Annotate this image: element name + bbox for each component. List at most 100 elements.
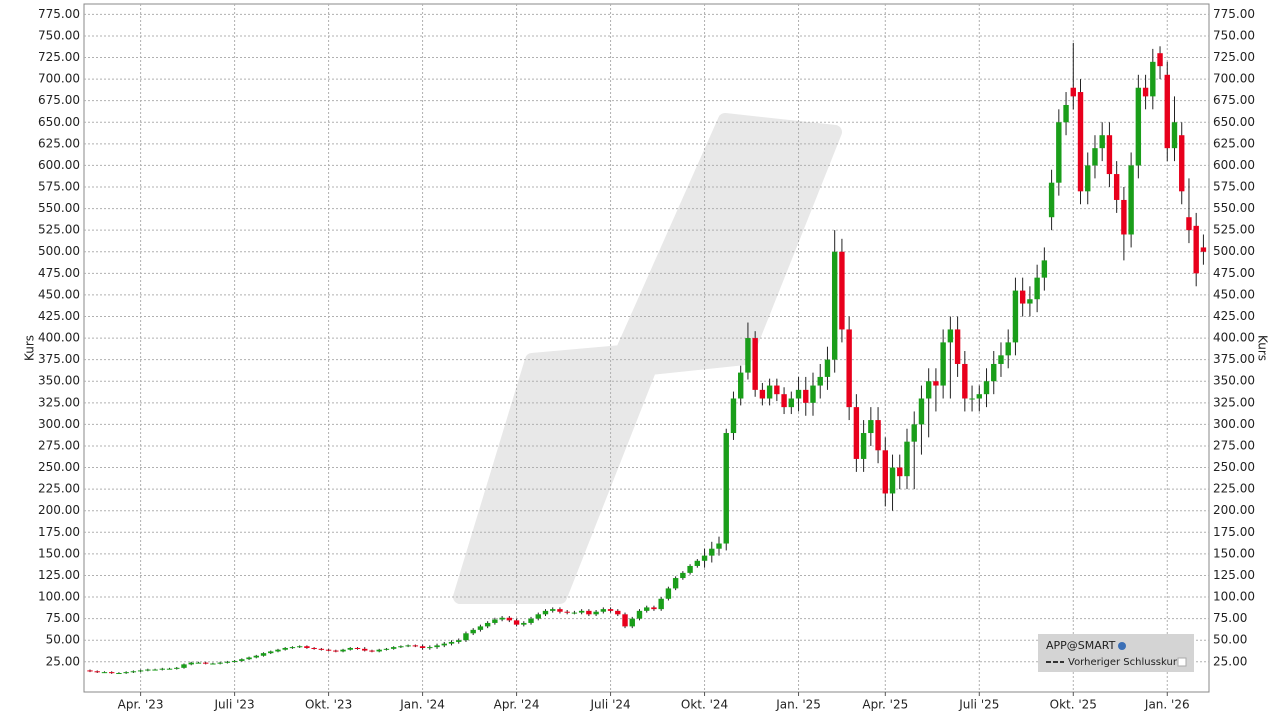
candle-body xyxy=(795,389,802,399)
y2-tick-label: 425.00 xyxy=(1213,309,1255,323)
y2-tick-label: 350.00 xyxy=(1213,374,1255,388)
candle-body xyxy=(578,610,585,613)
candle-body xyxy=(1005,342,1011,356)
candle-body xyxy=(593,611,599,615)
candle-body xyxy=(571,612,578,614)
candle-body xyxy=(644,607,650,611)
candle-body xyxy=(1171,122,1178,149)
candle-body xyxy=(1200,247,1207,252)
watermark xyxy=(453,113,842,604)
candle-body xyxy=(188,662,194,665)
candle-body xyxy=(1113,174,1120,200)
y2-tick-label: 550.00 xyxy=(1213,201,1255,215)
x-tick-label: Juli '24 xyxy=(589,698,630,712)
y-tick-label: 650.00 xyxy=(38,115,80,129)
candle-body xyxy=(998,355,1004,364)
candle-body xyxy=(1150,61,1156,97)
y-tick-label: 175.00 xyxy=(38,525,80,539)
y2-tick-label: 150.00 xyxy=(1213,546,1255,560)
candle-body xyxy=(390,647,397,649)
candle-body xyxy=(954,329,961,364)
y-tick-label: 75.00 xyxy=(46,611,80,625)
candle-body xyxy=(296,646,303,648)
y-tick-label: 400.00 xyxy=(38,331,80,345)
candle-body xyxy=(709,548,715,556)
candle-body xyxy=(810,385,816,403)
candle-body xyxy=(275,649,281,652)
y-axis-label: Kurs xyxy=(23,335,37,361)
candle-body xyxy=(463,633,469,641)
y-tick-label: 600.00 xyxy=(38,158,80,172)
candle-body xyxy=(202,662,209,664)
candle-body xyxy=(116,673,122,675)
candle-body xyxy=(152,669,158,671)
candle-body xyxy=(1063,104,1069,123)
y2-tick-label: 750.00 xyxy=(1213,28,1255,42)
candle-body xyxy=(550,609,556,611)
candle-body xyxy=(730,398,737,434)
candle-body xyxy=(369,650,375,652)
candle-body xyxy=(1099,135,1105,149)
y-tick-label: 525.00 xyxy=(38,223,80,237)
candle-body xyxy=(1186,217,1192,231)
candle-body xyxy=(492,619,498,623)
candle-body xyxy=(889,467,896,494)
candle-body xyxy=(195,662,202,664)
candle-body xyxy=(615,610,621,615)
y2-tick-label: 450.00 xyxy=(1213,287,1255,301)
candle-body xyxy=(687,565,693,573)
candle-body xyxy=(318,648,325,650)
y-tick-label: 475.00 xyxy=(38,266,80,280)
candle-body xyxy=(882,450,888,494)
candle-body xyxy=(376,649,382,652)
candle-body xyxy=(586,610,592,615)
legend-box xyxy=(1038,634,1194,672)
y2-tick-label: 675.00 xyxy=(1213,93,1255,107)
candle-body xyxy=(484,622,491,627)
y2-tick-label: 625.00 xyxy=(1213,136,1255,150)
candle-body xyxy=(564,611,570,613)
candle-body xyxy=(456,640,462,642)
candle-body xyxy=(774,385,780,395)
candle-body xyxy=(513,620,520,625)
x-tick-label: Juli '25 xyxy=(958,698,999,712)
x-tick-label: Okt. '23 xyxy=(305,698,352,712)
candle-body xyxy=(347,647,353,650)
y2-tick-label: 650.00 xyxy=(1213,115,1255,129)
y2-tick-label: 775.00 xyxy=(1213,7,1255,21)
y-tick-label: 450.00 xyxy=(38,287,80,301)
candle-body xyxy=(521,622,527,625)
candle-body xyxy=(101,672,108,674)
candle-body xyxy=(1142,87,1149,97)
y2-tick-label: 250.00 xyxy=(1213,460,1255,474)
y-tick-label: 300.00 xyxy=(38,417,80,431)
legend-label: Vorheriger Schlusskurs xyxy=(1068,657,1182,668)
x-tick-label: Jan. '25 xyxy=(775,698,821,712)
candle-body xyxy=(166,668,173,670)
candle-body xyxy=(622,614,628,627)
candle-body xyxy=(658,598,664,610)
candle-body xyxy=(174,667,180,669)
candle-body xyxy=(419,646,426,648)
candle-body xyxy=(868,420,874,434)
legend-checkbox[interactable] xyxy=(1177,657,1187,667)
candle-body xyxy=(962,363,968,399)
candle-body xyxy=(1164,74,1170,149)
candle-body xyxy=(311,647,317,649)
y-tick-label: 575.00 xyxy=(38,180,80,194)
candle-body xyxy=(542,610,549,615)
y2-tick-label: 200.00 xyxy=(1213,503,1255,517)
candle-body xyxy=(340,649,346,652)
x-tick-label: Apr. '24 xyxy=(494,698,540,712)
y-tick-label: 25.00 xyxy=(46,654,80,668)
y-tick-label: 550.00 xyxy=(38,201,80,215)
y2-tick-label: 100.00 xyxy=(1213,590,1255,604)
candle-body xyxy=(333,650,339,652)
candle-body xyxy=(137,670,144,672)
candle-body xyxy=(354,647,361,649)
candle-body xyxy=(383,648,390,650)
candle-body xyxy=(1092,148,1098,166)
y-tick-label: 50.00 xyxy=(46,633,80,647)
candle-body xyxy=(441,643,447,646)
